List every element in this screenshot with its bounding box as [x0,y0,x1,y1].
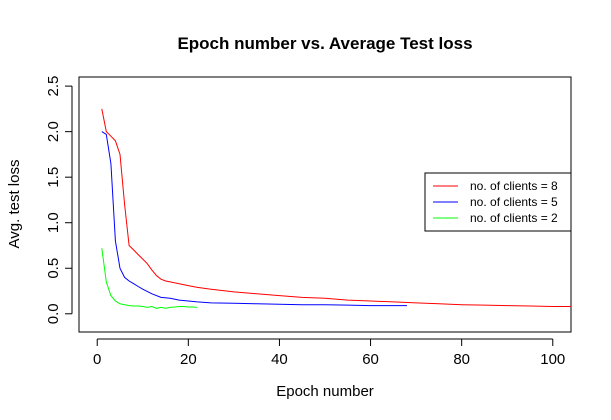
series-layer [101,108,571,309]
x-tick-label: 100 [540,351,565,368]
y-tick-label: 1.5 [45,167,62,188]
y-tick-label: 0.5 [45,258,62,279]
x-axis-label: Epoch number [276,383,374,400]
x-tick-label: 40 [271,351,288,368]
x-ticks: 0 20 40 60 80 100 [93,339,565,368]
y-tick-label: 2.5 [45,76,62,97]
series-line-3 [101,248,198,309]
x-tick-label: 20 [180,351,197,368]
y-axis: 0.0 0.5 1.0 1.5 2.0 2.5 Avg. test loss [6,76,73,324]
legend-label-3: no. of clients = 2 [470,211,558,225]
x-tick-label: 80 [453,351,470,368]
series-line-1 [101,108,571,307]
y-tick-label: 0.0 [45,303,62,324]
y-tick-label: 1.0 [45,212,62,233]
plot-area [78,76,572,333]
series-line-2 [101,131,407,307]
legend: no. of clients = 8 no. of clients = 5 no. … [424,172,572,232]
y-ticks: 0.0 0.5 1.0 1.5 2.0 2.5 [45,76,72,324]
chart-title: Epoch number vs. Average Test loss [177,34,472,53]
legend-label-1: no. of clients = 8 [470,179,558,193]
x-tick-label: 0 [93,351,101,368]
legend-items: no. of clients = 8 no. of clients = 5 no. … [433,179,558,225]
y-axis-label: Avg. test loss [6,160,23,249]
x-axis: 0 20 40 60 80 100 Epoch number [93,338,565,400]
x-tick-label: 60 [362,351,379,368]
y-tick-label: 2.0 [45,121,62,142]
legend-label-2: no. of clients = 5 [470,195,558,209]
